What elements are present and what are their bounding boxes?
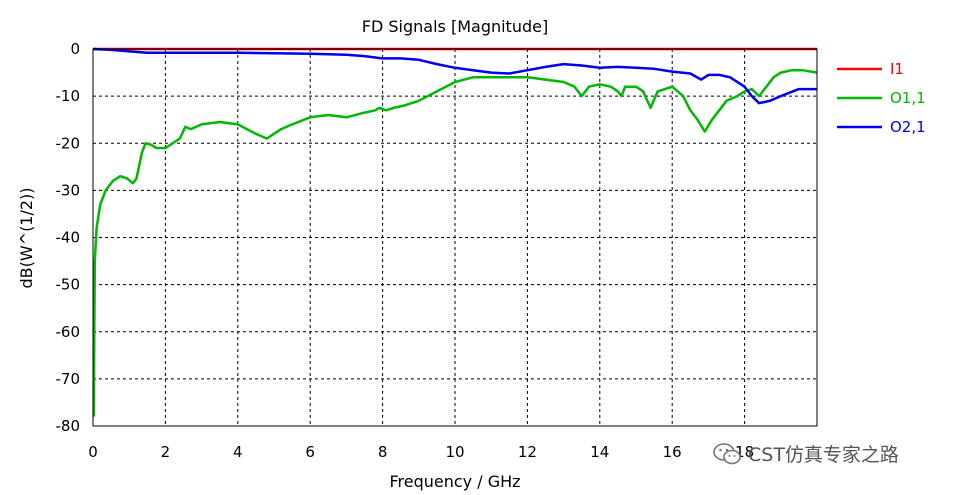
x-axis-label: Frequency / GHz bbox=[389, 472, 520, 491]
y-tick-label: -50 bbox=[56, 276, 81, 294]
plot-frame bbox=[92, 48, 818, 427]
y-tick-label: -40 bbox=[56, 229, 81, 247]
x-tick-label: 0 bbox=[88, 443, 98, 461]
y-tick-label: -20 bbox=[56, 134, 81, 152]
tick-labels: 0 2 4 6 8 10 12 14 16 180-10-20-30-40-50-60-70-80 bbox=[56, 40, 755, 461]
legend-label: O1,1 bbox=[890, 89, 926, 107]
x-tick-label: 12 bbox=[518, 443, 537, 461]
x-tick-label: 16 bbox=[663, 443, 682, 461]
y-tick-label: -60 bbox=[56, 323, 81, 341]
y-tick-label: -30 bbox=[56, 181, 81, 199]
y-tick-label: -70 bbox=[56, 370, 81, 388]
x-tick-label: 6 bbox=[305, 443, 315, 461]
chart-title: FD Signals [Magnitude] bbox=[362, 17, 548, 36]
legend-label: O2,1 bbox=[890, 118, 926, 136]
legend: I1 O1,1 O2,1 bbox=[837, 60, 926, 136]
y-tick-label: -80 bbox=[56, 417, 81, 435]
x-tick-label: 14 bbox=[590, 443, 609, 461]
wechat-logo-icon bbox=[713, 442, 741, 464]
y-tick-label: -10 bbox=[56, 87, 81, 105]
series-line-2 bbox=[92, 68, 818, 417]
watermark-text: CST仿真专家之路 bbox=[748, 444, 899, 466]
y-tick-label: 0 bbox=[70, 40, 80, 58]
legend-label: I1 bbox=[890, 60, 904, 78]
y-axis-label: dB(W^(1/2)) bbox=[17, 187, 36, 288]
x-tick-label: 2 bbox=[161, 443, 171, 461]
x-tick-label: 8 bbox=[378, 443, 388, 461]
x-tick-label: 10 bbox=[445, 443, 464, 461]
series-line-3 bbox=[92, 47, 817, 105]
grid bbox=[93, 49, 817, 426]
watermark: CST仿真专家之路 bbox=[712, 440, 899, 467]
x-tick-label: 4 bbox=[233, 443, 243, 461]
